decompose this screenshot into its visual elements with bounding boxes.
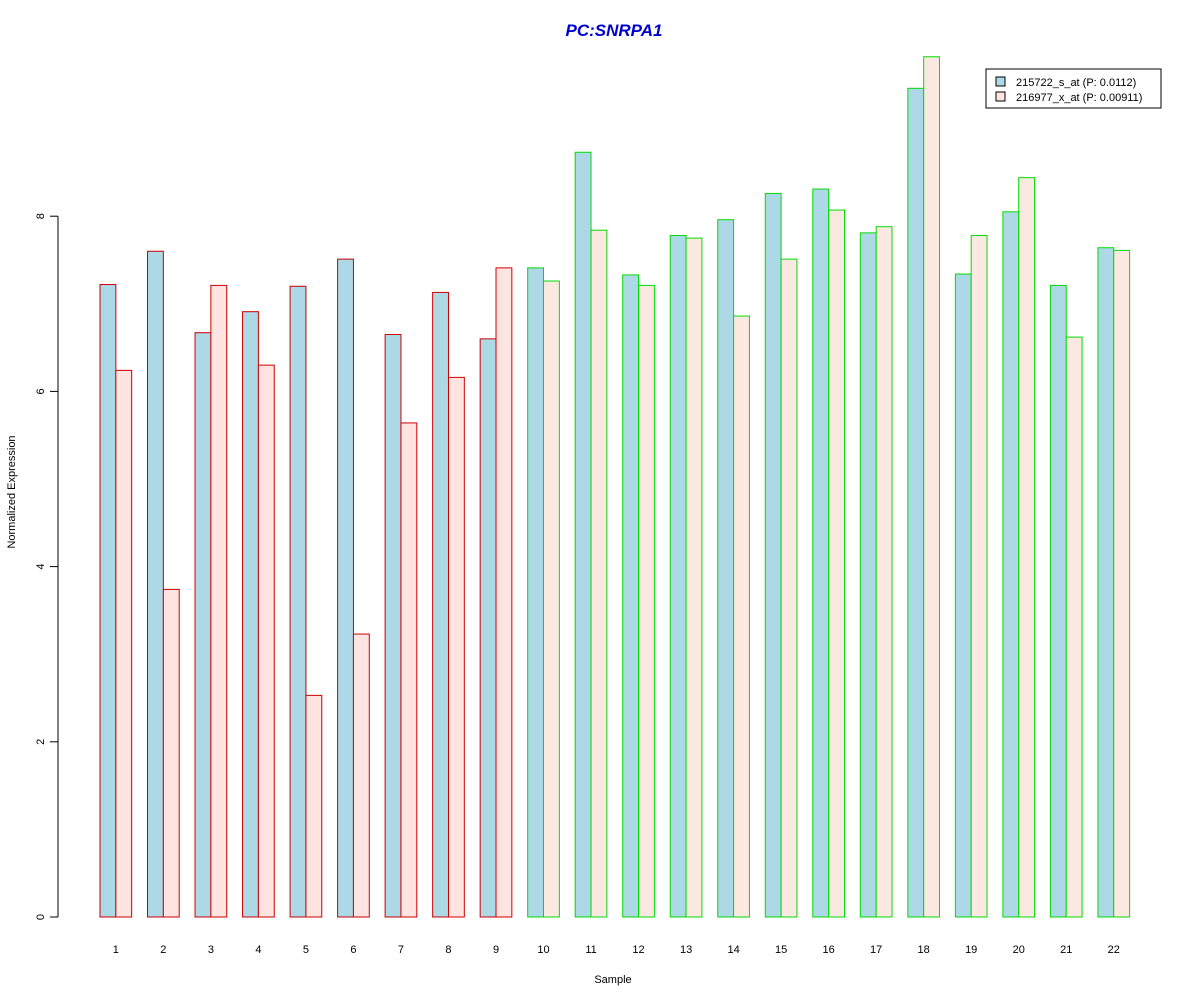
bar-sample-20-series-2 (1018, 177, 1036, 918)
x-tick-label: 22 (1108, 944, 1120, 956)
y-tick-label: 0 (35, 914, 47, 920)
bar-sample-6-series-1 (337, 258, 354, 918)
x-tick-label: 16 (823, 944, 835, 956)
bar-sample-3-series-2 (210, 284, 228, 918)
x-tick-label: 17 (870, 944, 882, 956)
bar-sample-15-series-2 (780, 258, 798, 918)
bar-sample-10-series-2 (543, 280, 560, 918)
legend-box (985, 68, 1162, 109)
bar-sample-21-series-2 (1065, 336, 1083, 918)
bar-sample-21-series-1 (1049, 284, 1067, 918)
legend-label: 215722_s_at (P: 0.0112) (1016, 77, 1136, 89)
bar-sample-5-series-1 (289, 285, 307, 918)
x-tick-label: 3 (208, 944, 214, 956)
bar-sample-3-series-1 (194, 332, 212, 918)
y-axis: 0 2 4 6 8 (35, 213, 59, 920)
bar-sample-12-series-1 (622, 274, 640, 918)
bar-sample-7-series-1 (384, 333, 402, 918)
legend-swatch (995, 76, 1006, 87)
x-tick-label: 9 (493, 944, 499, 956)
x-tick-label: 10 (537, 944, 549, 956)
bar-sample-15-series-1 (764, 192, 782, 918)
bar-sample-4-series-2 (257, 364, 275, 918)
bar-sample-18-series-1 (907, 87, 925, 918)
y-tick-label: 4 (35, 564, 47, 570)
bar-sample-1-series-2 (115, 369, 133, 918)
x-tick-label: 4 (255, 944, 261, 956)
y-tick-label: 6 (35, 388, 47, 394)
bar-sample-13-series-1 (669, 234, 687, 918)
legend: 215722_s_at (P: 0.0112) 216977_x_at (P: 0… (985, 68, 1162, 109)
bar-sample-7-series-2 (400, 422, 418, 918)
chart-title: PC:SNRPA1 (566, 21, 663, 40)
x-tick-label: 15 (775, 944, 787, 956)
y-axis-label: Normalized Expression (6, 435, 18, 548)
bar-sample-17-series-2 (875, 226, 893, 918)
x-tick-label: 1 (113, 944, 119, 956)
bar-sample-14-series-1 (717, 219, 735, 918)
bar-sample-2-series-1 (147, 250, 164, 918)
bar-sample-19-series-2 (970, 234, 988, 918)
x-tick-label: 12 (632, 944, 644, 956)
legend-swatch (995, 91, 1006, 102)
bar-sample-4-series-1 (242, 311, 259, 918)
x-tick-label: 7 (398, 944, 404, 956)
x-tick-label: 6 (350, 944, 356, 956)
y-tick-label: 2 (35, 739, 47, 745)
bar-sample-17-series-1 (859, 232, 877, 918)
bar-sample-9-series-1 (479, 338, 497, 918)
x-tick-label: 2 (160, 944, 166, 956)
x-tick-label: 19 (965, 944, 977, 956)
bar-sample-10-series-1 (527, 267, 545, 918)
legend-label: 216977_x_at (P: 0.00911) (1016, 92, 1142, 104)
bar-sample-1-series-1 (99, 284, 117, 918)
bar-sample-16-series-2 (828, 209, 845, 918)
bar-sample-12-series-2 (638, 284, 655, 918)
x-tick-label: 11 (585, 944, 596, 956)
x-tick-label: 21 (1060, 944, 1072, 956)
bar-sample-22-series-1 (1097, 247, 1115, 918)
y-tick-label: 8 (35, 213, 47, 219)
bar-sample-8-series-1 (432, 291, 449, 918)
x-tick-label: 5 (303, 944, 309, 956)
x-tick-label: 8 (445, 944, 451, 956)
bar-sample-11-series-1 (574, 151, 592, 918)
x-axis-label: Sample (594, 974, 631, 986)
bar-sample-5-series-2 (305, 694, 323, 918)
x-tick-label: 20 (1013, 944, 1025, 956)
bar-sample-8-series-2 (447, 376, 465, 918)
bar-sample-20-series-1 (1002, 211, 1020, 918)
bar-sample-11-series-2 (590, 229, 608, 918)
x-tick-label: 14 (727, 944, 739, 956)
bar-sample-2-series-2 (162, 588, 180, 918)
bar-sample-16-series-1 (812, 188, 830, 918)
bar-sample-13-series-2 (685, 237, 703, 918)
bar-sample-22-series-2 (1113, 249, 1131, 918)
x-axis-tick-labels: 1 2 3 4 5 6 7 8 9 10 11 12 13 14 15 16 17 18 19 20 21 22 (113, 944, 1120, 956)
bars (99, 56, 1131, 918)
bar-sample-9-series-2 (495, 267, 513, 918)
bar-sample-6-series-2 (352, 633, 370, 918)
x-tick-label: 18 (918, 944, 930, 956)
bar-sample-19-series-1 (954, 273, 972, 918)
bar-sample-18-series-2 (923, 56, 941, 918)
bar-sample-14-series-2 (733, 315, 750, 918)
x-tick-label: 13 (680, 944, 692, 956)
